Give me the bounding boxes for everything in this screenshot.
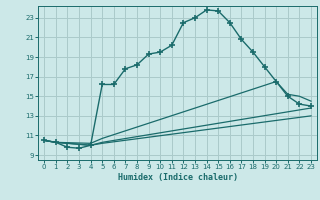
X-axis label: Humidex (Indice chaleur): Humidex (Indice chaleur) (118, 173, 238, 182)
